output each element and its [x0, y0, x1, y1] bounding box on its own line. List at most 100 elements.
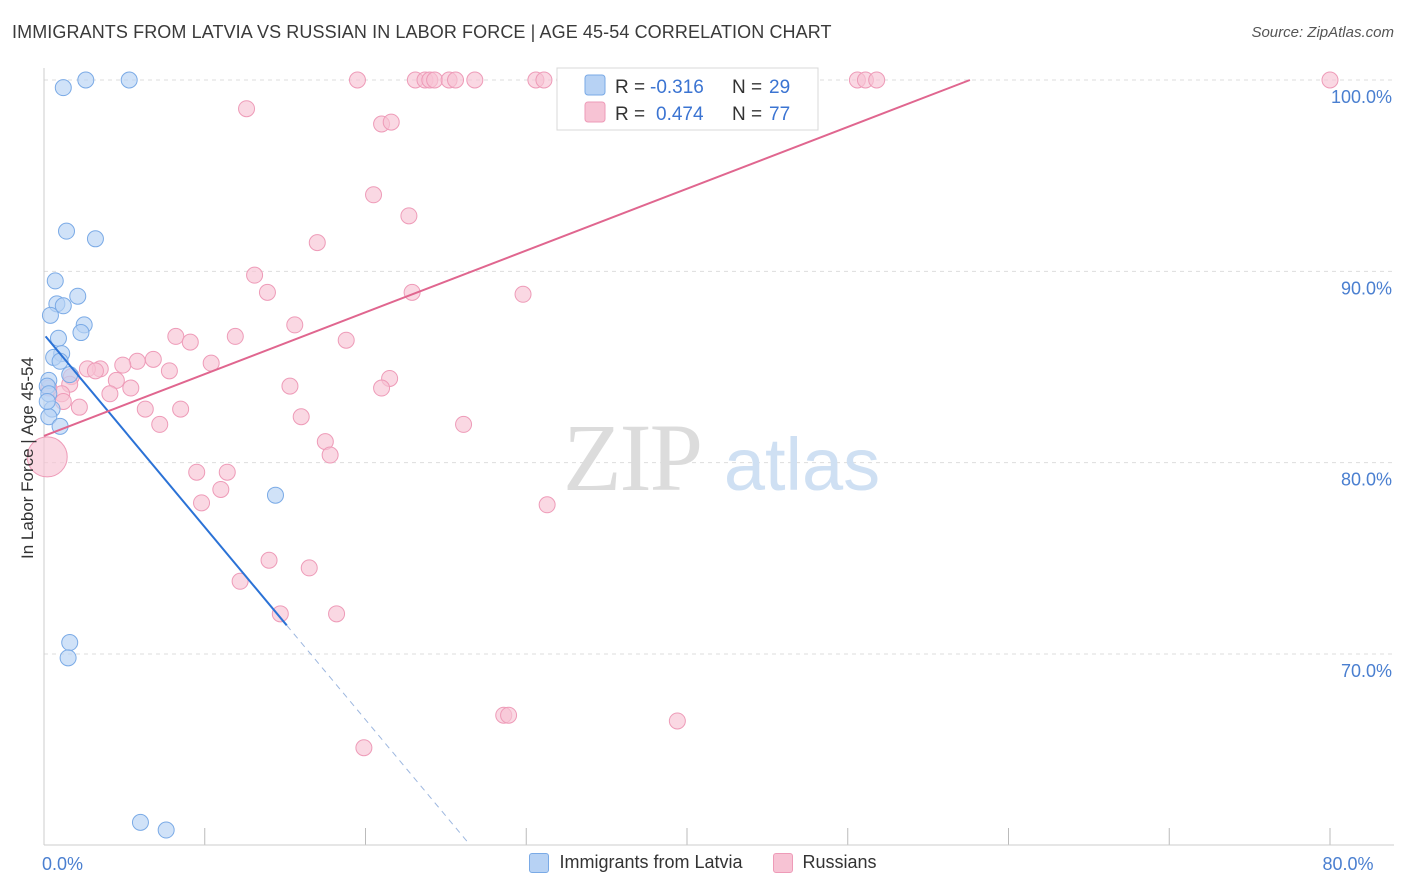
latvia-point [131, 813, 149, 831]
russians-point [300, 559, 318, 577]
chart-source: Source: ZipAtlas.com [1251, 24, 1394, 41]
watermark-atlas: atlas [724, 423, 880, 506]
y-axis-title: In Labor Force | Age 45-54 [18, 357, 37, 559]
russians-point [231, 572, 249, 590]
latvia-point [54, 297, 72, 315]
stats-n-value-pink: 77 [769, 104, 790, 125]
russians-point [500, 706, 518, 724]
legend-item-latvia[interactable]: Immigrants from Latvia [529, 852, 743, 873]
russians-point [373, 379, 391, 397]
russians-point [538, 496, 556, 514]
russians-point [167, 327, 185, 345]
y-tick-label: 70.0% [1341, 661, 1392, 681]
russians-point [193, 494, 211, 512]
stats-r-label-pink: R = [615, 104, 645, 125]
latvia-point [59, 649, 77, 667]
russians-point [514, 285, 532, 303]
legend-label-russians: Russians [802, 852, 877, 872]
russians-point [160, 362, 178, 380]
stats-n-value-blue: 29 [769, 77, 790, 98]
latvia-point [266, 486, 284, 504]
russians-point [271, 605, 289, 623]
russians-point [337, 331, 355, 349]
stats-legend-swatch-pink [584, 101, 606, 123]
grid [44, 79, 1394, 845]
legend-swatch-latvia [529, 852, 550, 873]
latvia-trend-extension [286, 624, 471, 846]
russians-point [868, 71, 886, 89]
russians-point [447, 71, 465, 89]
latvia-point [69, 287, 87, 305]
russians-point [535, 71, 553, 89]
x-tick-label: 0.0% [42, 854, 83, 874]
russians-point [101, 385, 119, 403]
latvia-point [61, 634, 79, 652]
watermark: ZIP atlas [563, 404, 880, 511]
latvia-point [41, 306, 59, 324]
latvia-point [58, 222, 76, 240]
series-legend: Immigrants from Latvia Russians [0, 852, 1406, 873]
russians-point [308, 234, 326, 252]
stats-r-value-blue: -0.316 [650, 77, 704, 98]
latvia-point [46, 272, 64, 290]
russians-point [86, 362, 104, 380]
russians-point [382, 113, 400, 131]
axes [43, 68, 1394, 846]
data-points [26, 71, 1339, 839]
russians-point [355, 739, 373, 757]
stats-legend: R = -0.316 N = 29 R = 0.474 N = 77 [556, 67, 819, 131]
legend-label-latvia: Immigrants from Latvia [559, 852, 743, 872]
russians-point [1321, 71, 1339, 89]
russians-trend-line [43, 79, 971, 437]
legend-item-russians[interactable]: Russians [772, 852, 877, 873]
latvia-point [72, 324, 90, 342]
russians-point [258, 283, 276, 301]
russians-point [114, 356, 132, 374]
russians-point [144, 350, 162, 368]
russians-point [172, 400, 190, 418]
russians-point [70, 398, 88, 416]
russians-point [212, 480, 230, 498]
latvia-point [38, 392, 56, 410]
trend-lines [43, 79, 971, 846]
russians-point [136, 400, 154, 418]
y-tick-label: 80.0% [1341, 470, 1392, 490]
russians-point [246, 266, 264, 284]
y-tick-label: 90.0% [1341, 278, 1392, 298]
latvia-point [120, 71, 138, 89]
russians-point [668, 712, 686, 730]
tick-labels: 100.0% 90.0% 80.0% 70.0% 0.0% 80.0% [42, 87, 1392, 874]
russians-point [321, 446, 339, 464]
russians-point [188, 463, 206, 481]
russians-point [455, 415, 473, 433]
russians-point [365, 186, 383, 204]
russians-point [26, 436, 68, 478]
russians-point [128, 352, 146, 370]
stats-r-value-pink: 0.474 [656, 104, 704, 125]
russians-point [151, 415, 169, 433]
legend-swatch-russians [772, 852, 793, 873]
latvia-point [54, 79, 72, 97]
latvia-point [77, 71, 95, 89]
stats-n-label-pink: N = [732, 104, 762, 125]
stats-n-label-blue: N = [732, 77, 762, 98]
russians-point [286, 316, 304, 334]
russians-point [238, 100, 256, 118]
russians-point [466, 71, 484, 89]
russians-point [281, 377, 299, 395]
watermark-zip: ZIP [563, 404, 701, 511]
russians-point [226, 327, 244, 345]
latvia-point [61, 366, 79, 384]
russians-point [400, 207, 418, 225]
russians-point [122, 379, 140, 397]
russians-point [348, 71, 366, 89]
russians-point [260, 551, 278, 569]
russians-point [292, 408, 310, 426]
latvia-point [157, 821, 175, 839]
russians-point [328, 605, 346, 623]
stats-r-label-blue: R = [615, 77, 645, 98]
y-tick-label: 100.0% [1331, 87, 1392, 107]
russians-point [181, 333, 199, 351]
stats-legend-swatch-blue [584, 74, 606, 96]
